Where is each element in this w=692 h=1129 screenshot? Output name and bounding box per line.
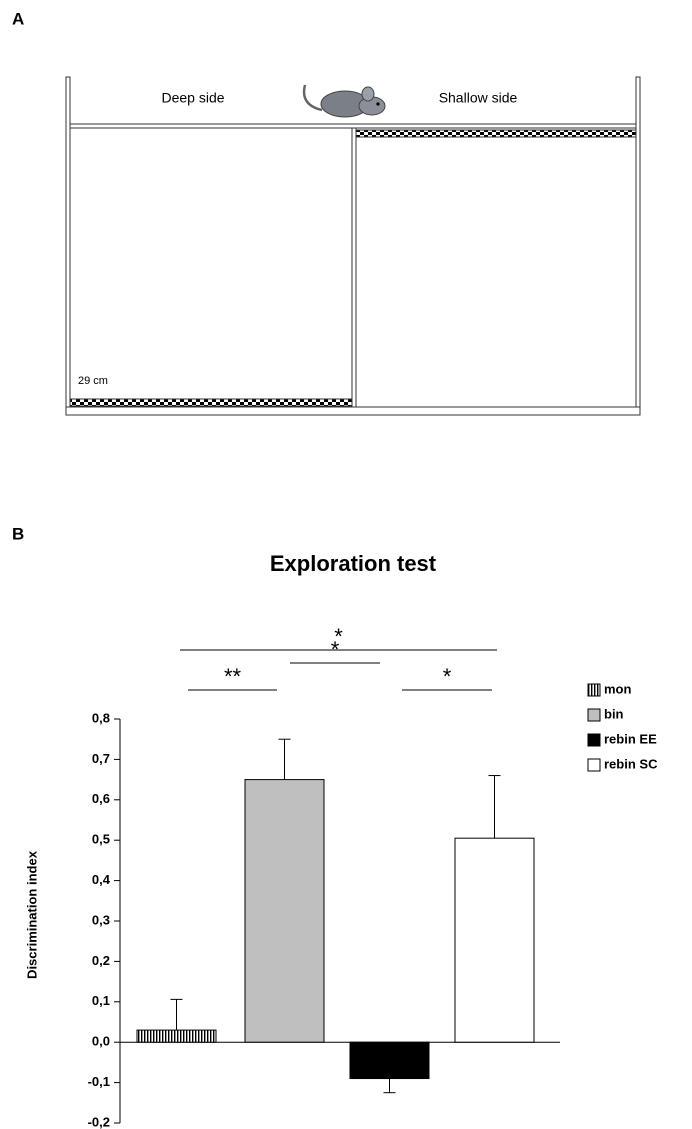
panel-label: B [12, 524, 24, 543]
size-label: 29 cm [78, 375, 108, 387]
y-tick-label: 0,2 [92, 953, 110, 968]
legend-label: rebin EE [604, 731, 657, 746]
y-tick-label: 0,7 [92, 751, 110, 766]
bar [454, 837, 535, 1043]
legend-swatch [587, 708, 601, 722]
significance-label: ** [224, 664, 242, 689]
legend-swatch [587, 683, 601, 697]
legend-swatch [587, 758, 601, 772]
mouse-icon [302, 84, 386, 118]
significance-label: * [331, 637, 340, 662]
error-bar [383, 1078, 396, 1094]
bar [349, 1041, 430, 1080]
y-tick-label: 0,0 [92, 1034, 110, 1049]
legend-label: rebin SC [604, 756, 658, 771]
y-axis-label: Discrimination index [24, 850, 39, 979]
y-tick-label: -0,1 [88, 1074, 110, 1089]
y-tick-label: 0,8 [92, 710, 110, 725]
panel-label: A [12, 9, 24, 28]
significance-label: * [334, 624, 343, 649]
bar [244, 779, 325, 1043]
shallow-side-label: Shallow side [439, 90, 518, 106]
deep-side-label: Deep side [161, 90, 224, 106]
y-tick-label: 0,4 [92, 872, 111, 887]
error-bar [170, 998, 183, 1031]
error-bar [488, 775, 501, 839]
legend-swatch [587, 733, 601, 747]
y-tick-label: -0,2 [88, 1114, 110, 1129]
legend-label: mon [604, 681, 632, 696]
significance-label: * [443, 664, 452, 689]
legend-label: bin [604, 706, 624, 721]
y-tick-label: 0,3 [92, 912, 110, 927]
y-tick-label: 0,5 [92, 832, 110, 847]
error-bar [278, 738, 291, 780]
apparatus [65, 76, 641, 416]
y-tick-label: 0,6 [92, 791, 110, 806]
y-tick-label: 0,1 [92, 993, 110, 1008]
chart-title: Exploration test [270, 551, 437, 576]
bar [136, 1029, 217, 1043]
